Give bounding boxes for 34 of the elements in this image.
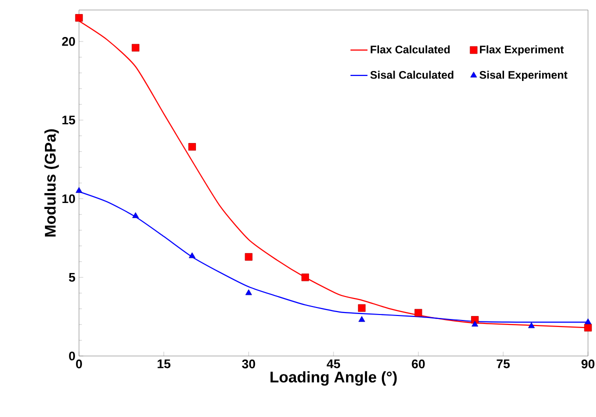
y-tick-label: 20 <box>62 37 75 46</box>
point <box>584 318 592 324</box>
y-tick-label: 10 <box>62 194 75 204</box>
x-tick-label: 60 <box>412 360 425 368</box>
point <box>301 274 310 282</box>
legend-label: Sisal Calculated <box>370 70 454 79</box>
legend-label: Flax Experiment <box>480 45 564 56</box>
point <box>132 44 140 52</box>
point <box>472 320 478 327</box>
point <box>584 324 592 332</box>
point <box>132 212 139 218</box>
point <box>244 253 252 261</box>
y-axis-title: Modulus (GPa) <box>44 129 59 236</box>
x-tick-label: 75 <box>496 360 510 368</box>
point <box>528 322 535 328</box>
point <box>245 289 252 296</box>
legend-label: Flax Calculated <box>370 45 450 54</box>
legend-label: Sisal Experiment <box>480 70 568 81</box>
point <box>414 308 422 317</box>
y-tick-label: 5 <box>68 273 76 282</box>
x-tick-label: 0 <box>76 360 82 368</box>
point <box>75 14 83 22</box>
y-tick-label: 0 <box>69 352 75 360</box>
point <box>188 252 196 258</box>
x-tick-label: 45 <box>326 360 340 368</box>
point <box>358 304 366 312</box>
point <box>76 187 82 193</box>
point <box>188 143 196 151</box>
y-tick-label: 15 <box>62 116 76 124</box>
x-tick-label: 30 <box>242 360 256 368</box>
point <box>358 316 366 322</box>
x-tick-label: 15 <box>158 360 170 368</box>
x-tick-label: 90 <box>582 360 594 368</box>
x-axis-title: Loading Angle (°) <box>270 371 397 386</box>
